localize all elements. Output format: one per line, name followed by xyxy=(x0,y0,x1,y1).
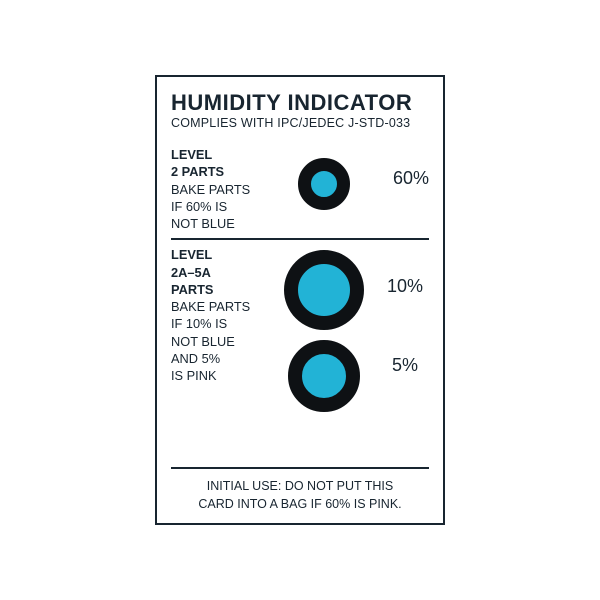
section1-level-line1: LEVEL xyxy=(171,146,266,163)
section1-text: LEVEL 2 PARTS BAKE PARTS IF 60% IS NOT B… xyxy=(171,146,266,232)
section2-indicators xyxy=(266,246,381,412)
footer-text: INITIAL USE: DO NOT PUT THIS CARD INTO A… xyxy=(171,477,429,513)
section2-instr-1: BAKE PARTS xyxy=(171,298,266,315)
indicator-circle-5 xyxy=(288,340,360,412)
card-title: HUMIDITY INDICATOR xyxy=(171,91,429,114)
indicator-circle-60 xyxy=(298,158,350,210)
section2-percents: 10% 5% xyxy=(381,246,429,376)
section2-text: LEVEL 2A–5A PARTS BAKE PARTS IF 10% IS N… xyxy=(171,246,266,384)
footer-line2: CARD INTO A BAG IF 60% IS PINK. xyxy=(175,495,425,513)
footer-section: INITIAL USE: DO NOT PUT THIS CARD INTO A… xyxy=(171,467,429,513)
section2-instr-4: AND 5% xyxy=(171,350,266,367)
section2-instr-2: IF 10% IS xyxy=(171,315,266,332)
section1-level-line2: 2 PARTS xyxy=(171,163,266,180)
section2-percent-10: 10% xyxy=(387,276,423,297)
section2-level-line1: LEVEL xyxy=(171,246,266,263)
indicator-row-5 xyxy=(288,340,360,412)
section-level-2: LEVEL 2 PARTS BAKE PARTS IF 60% IS NOT B… xyxy=(171,140,429,238)
section2-level-line2: 2A–5A xyxy=(171,264,266,281)
section2-instr-5: IS PINK xyxy=(171,367,266,384)
card-header: HUMIDITY INDICATOR COMPLIES WITH IPC/JED… xyxy=(171,91,429,140)
section2-level-line3: PARTS xyxy=(171,281,266,298)
section1-instr-2: IF 60% IS xyxy=(171,198,266,215)
card-subtitle: COMPLIES WITH IPC/JEDEC J-STD-033 xyxy=(171,116,429,130)
section1-instr-1: BAKE PARTS xyxy=(171,181,266,198)
humidity-indicator-card: HUMIDITY INDICATOR COMPLIES WITH IPC/JED… xyxy=(155,75,445,525)
indicator-circle-10 xyxy=(284,250,364,330)
indicator-row-10 xyxy=(284,250,364,330)
section2-percent-5: 5% xyxy=(392,355,418,376)
section1-percent: 60% xyxy=(381,146,429,189)
section1-indicator xyxy=(266,146,381,210)
footer-line1: INITIAL USE: DO NOT PUT THIS xyxy=(175,477,425,495)
section2-instr-3: NOT BLUE xyxy=(171,333,266,350)
section1-instr-3: NOT BLUE xyxy=(171,215,266,232)
section-level-2a-5a: LEVEL 2A–5A PARTS BAKE PARTS IF 10% IS N… xyxy=(171,238,429,462)
